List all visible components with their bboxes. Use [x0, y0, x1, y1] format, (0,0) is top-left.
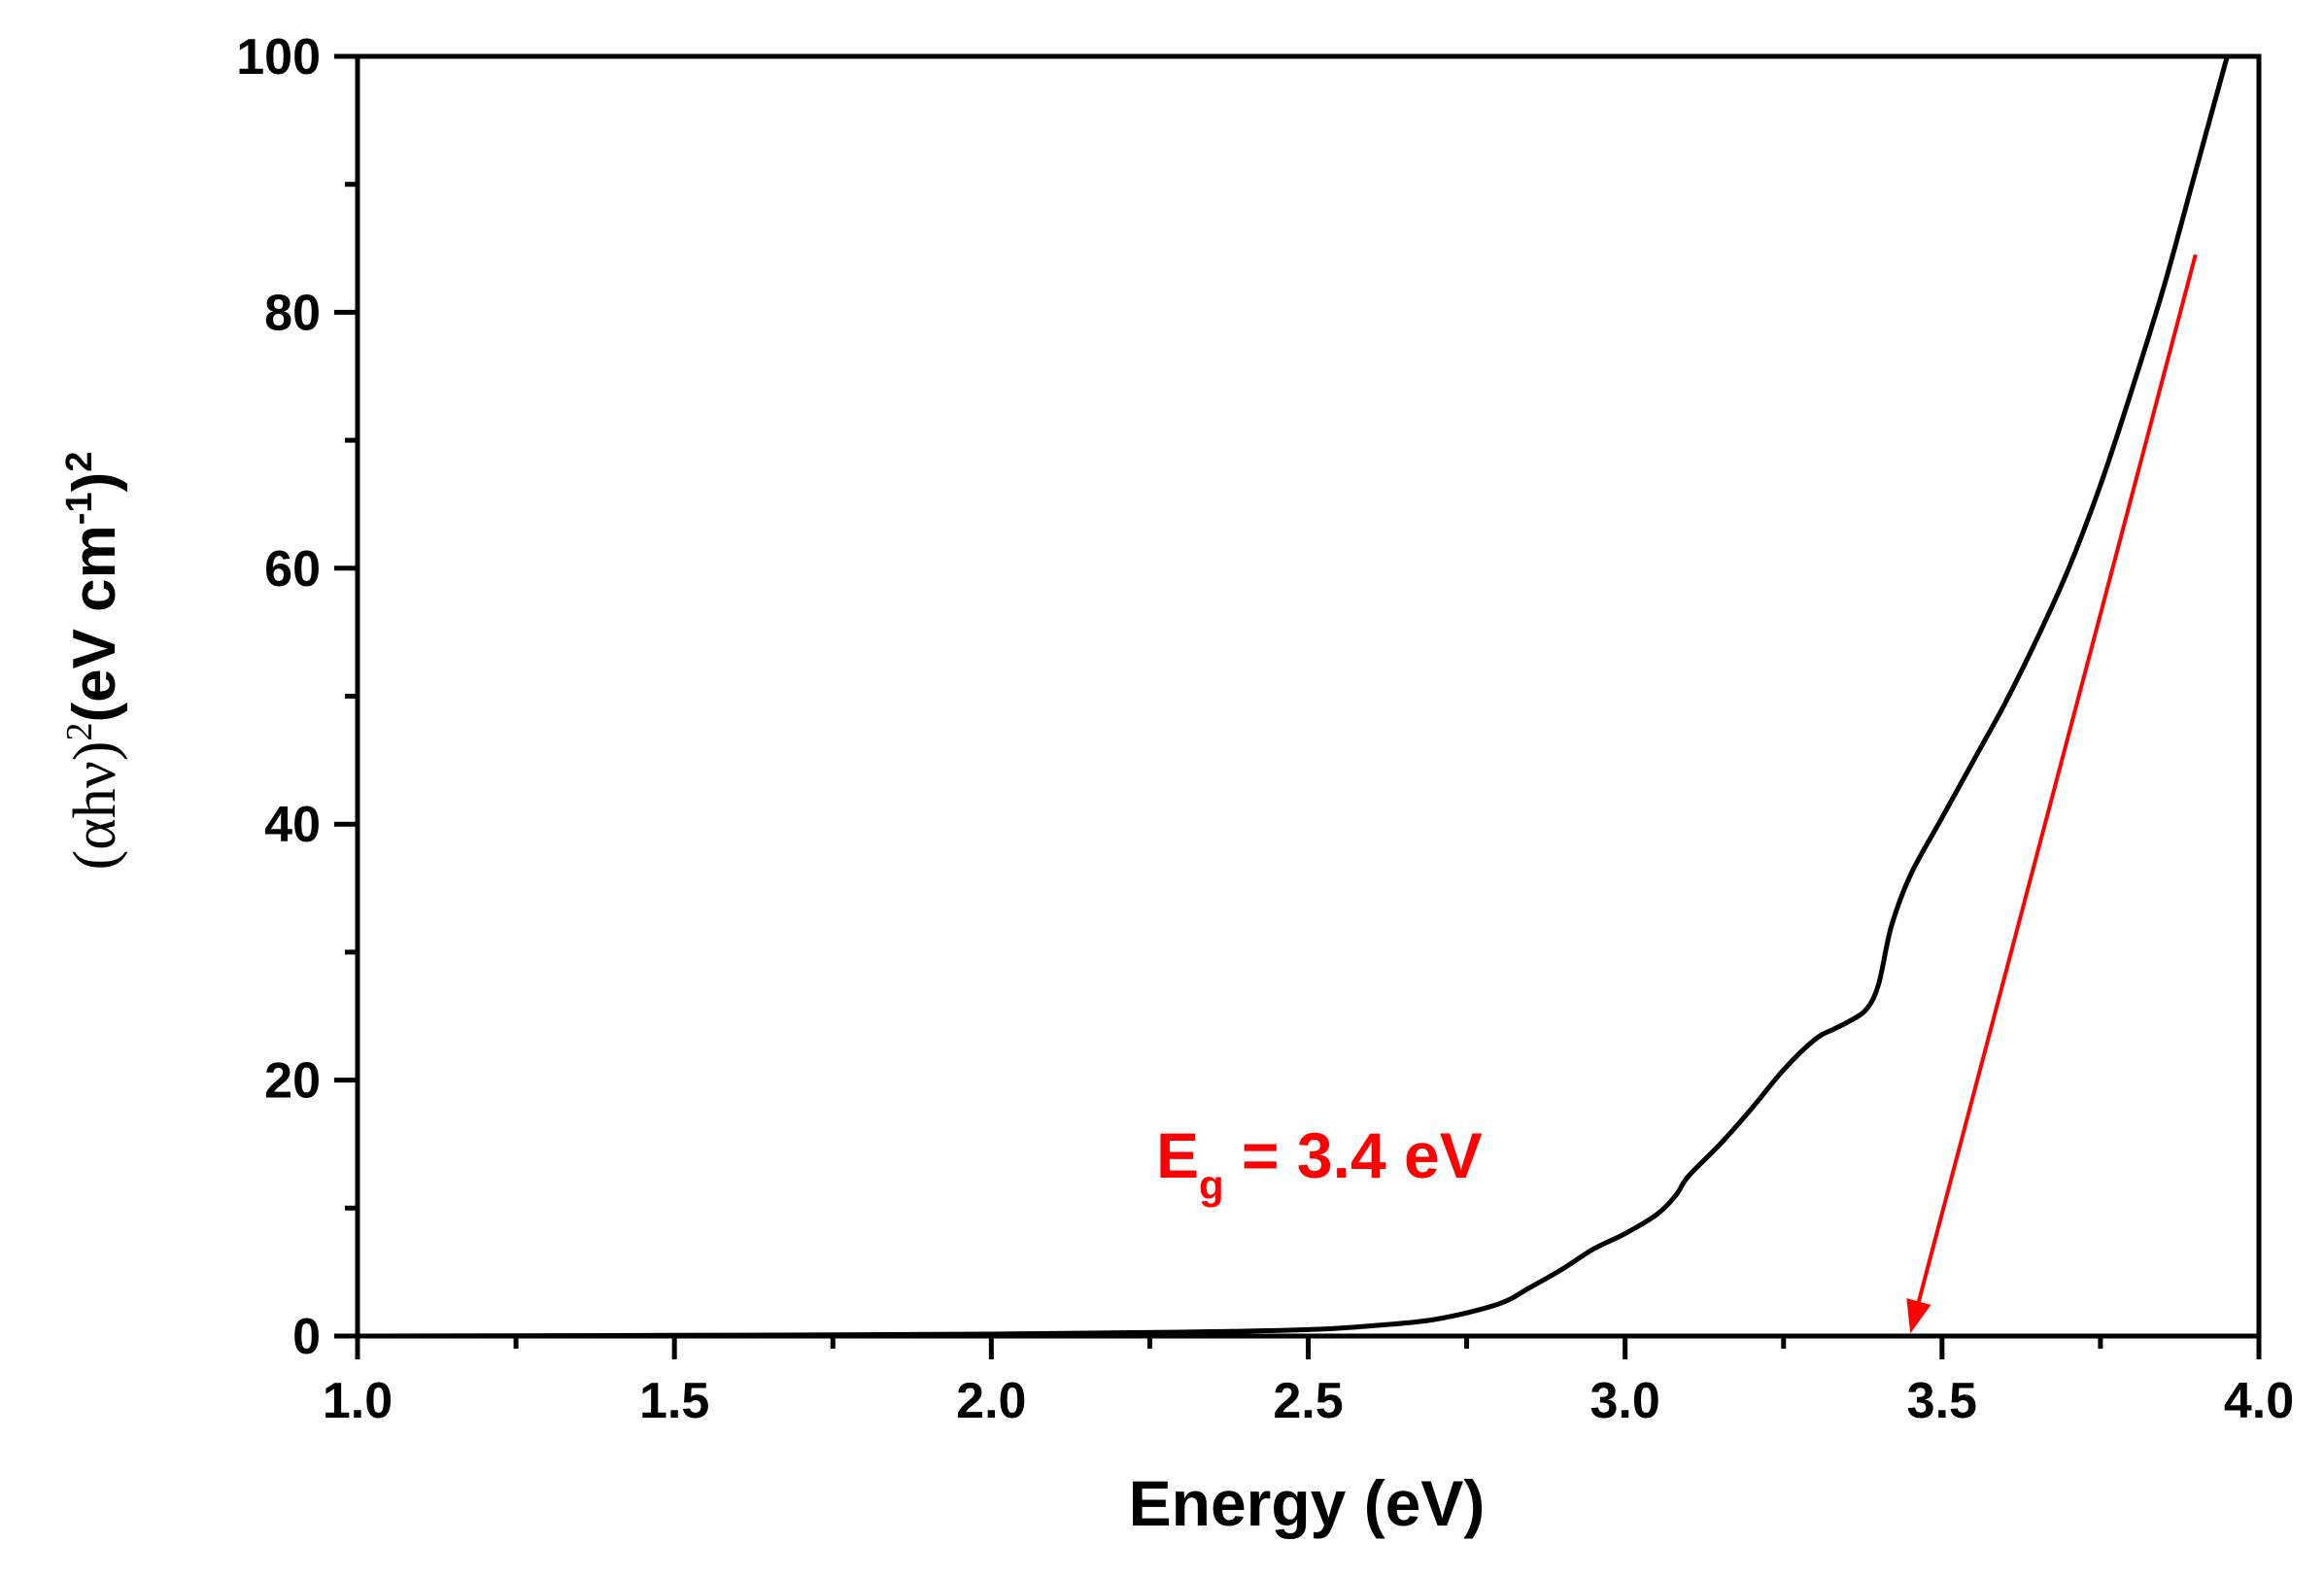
y-tick-labels: 0 20 40 60 80 100 — [236, 29, 321, 1365]
data-line — [355, 53, 2230, 1339]
y-tick-label: 80 — [264, 285, 321, 341]
y-tick-label: 0 — [292, 1309, 321, 1365]
y-axis-title-close-paren: ) — [62, 741, 128, 762]
band-gap-label-subscript: g — [1199, 1162, 1224, 1208]
x-tick-label: 1.5 — [639, 1373, 709, 1429]
y-axis-title-symbol: αhν — [62, 761, 128, 850]
band-gap-label: Eg = 3.4 eV — [1156, 1119, 1483, 1208]
x-tick-labels: 1.0 1.5 2.0 2.5 3.0 3.5 4.0 — [323, 1373, 2294, 1429]
axis-ticks — [334, 53, 2262, 1359]
y-axis-title-open-paren: ( — [62, 850, 128, 871]
y-tick-label: 20 — [264, 1053, 321, 1110]
annotation-group: Eg = 3.4 eV — [1156, 254, 2198, 1334]
x-tick-label: 1.0 — [323, 1373, 393, 1429]
y-tick-label: 100 — [236, 29, 321, 86]
data-series — [355, 53, 2230, 1339]
x-axis-title: Energy (eV) — [1129, 1467, 1486, 1539]
x-tick-label: 2.0 — [956, 1373, 1026, 1429]
y-tick-label: 40 — [264, 797, 321, 853]
x-tick-label: 4.0 — [2224, 1373, 2294, 1429]
x-tick-label: 3.0 — [1590, 1373, 1660, 1429]
y-axis-title-units-exp: -1 — [59, 492, 100, 525]
annotation-arrow-line — [1916, 254, 2198, 1303]
band-gap-label-symbol: E — [1156, 1119, 1199, 1191]
y-axis-title-units-open: (eV cm — [61, 525, 128, 722]
y-axis-title-square-1: 2 — [59, 723, 100, 741]
band-gap-label-value: = 3.4 eV — [1224, 1119, 1483, 1191]
y-axis-title: (αhν)2(eV cm-1)2 — [59, 452, 128, 871]
y-axis-title-units-close: ) — [61, 472, 128, 493]
annotation-arrowhead — [1906, 1298, 1931, 1334]
x-tick-label: 3.5 — [1907, 1373, 1977, 1429]
y-tick-label: 60 — [264, 541, 321, 598]
y-axis-title-square-2: 2 — [59, 452, 100, 472]
x-tick-label: 2.5 — [1273, 1373, 1343, 1429]
